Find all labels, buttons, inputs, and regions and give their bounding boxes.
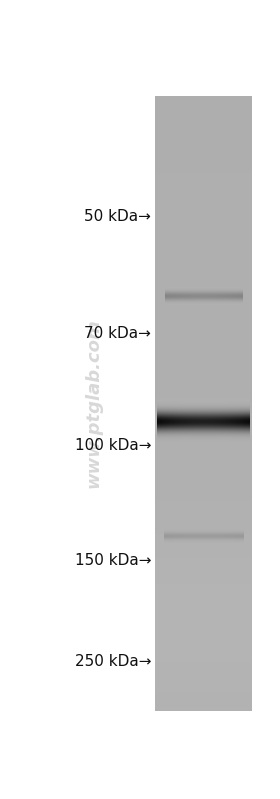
Text: 50 kDa→: 50 kDa→ [84,209,151,224]
Text: 100 kDa→: 100 kDa→ [74,439,151,454]
Text: www.ptglab.com: www.ptglab.com [85,319,102,488]
Text: 250 kDa→: 250 kDa→ [74,654,151,669]
Text: 70 kDa→: 70 kDa→ [84,327,151,341]
Text: 150 kDa→: 150 kDa→ [74,554,151,569]
